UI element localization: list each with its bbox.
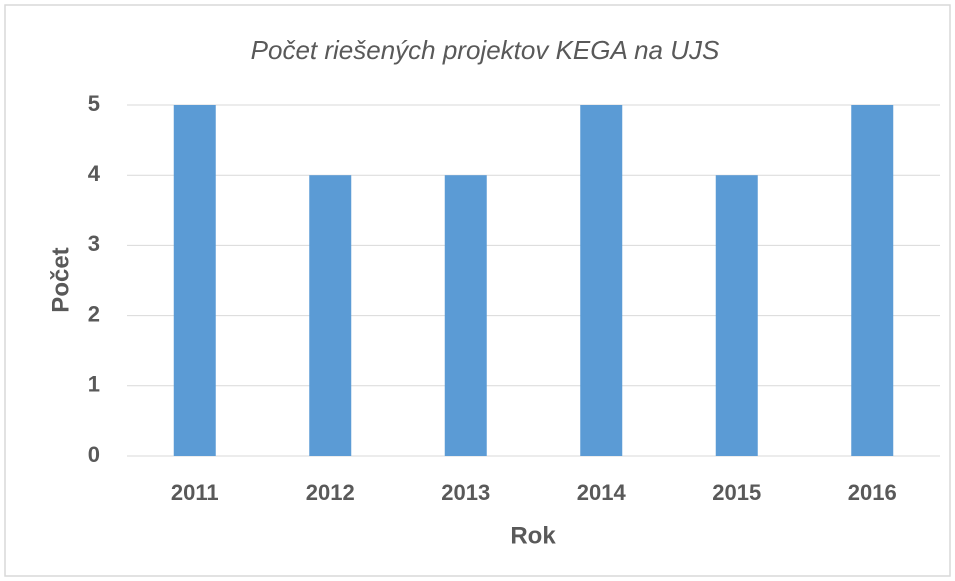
- x-tick-label: 2011: [171, 480, 219, 505]
- bar: [173, 105, 216, 456]
- y-axis-label: Počet: [47, 247, 74, 312]
- bar: [309, 175, 352, 456]
- bar: [580, 105, 623, 456]
- chart-title: Počet riešených projektov KEGA na UJS: [251, 35, 720, 65]
- x-axis-label: Rok: [510, 522, 556, 549]
- x-tick-label: 2013: [441, 480, 490, 505]
- x-tick-label: 2012: [306, 480, 355, 505]
- y-tick-label: 1: [88, 372, 100, 397]
- bar: [715, 175, 758, 456]
- y-tick-label: 2: [88, 301, 100, 326]
- y-tick-label: 0: [88, 442, 100, 467]
- x-tick-label: 2014: [577, 480, 627, 505]
- y-tick-label: 5: [88, 91, 100, 116]
- y-tick-label: 4: [88, 161, 101, 186]
- bar: [444, 175, 487, 456]
- bar: [851, 105, 894, 456]
- x-tick-label: 2016: [848, 480, 897, 505]
- y-tick-label: 3: [88, 231, 100, 256]
- x-tick-label: 2015: [712, 480, 761, 505]
